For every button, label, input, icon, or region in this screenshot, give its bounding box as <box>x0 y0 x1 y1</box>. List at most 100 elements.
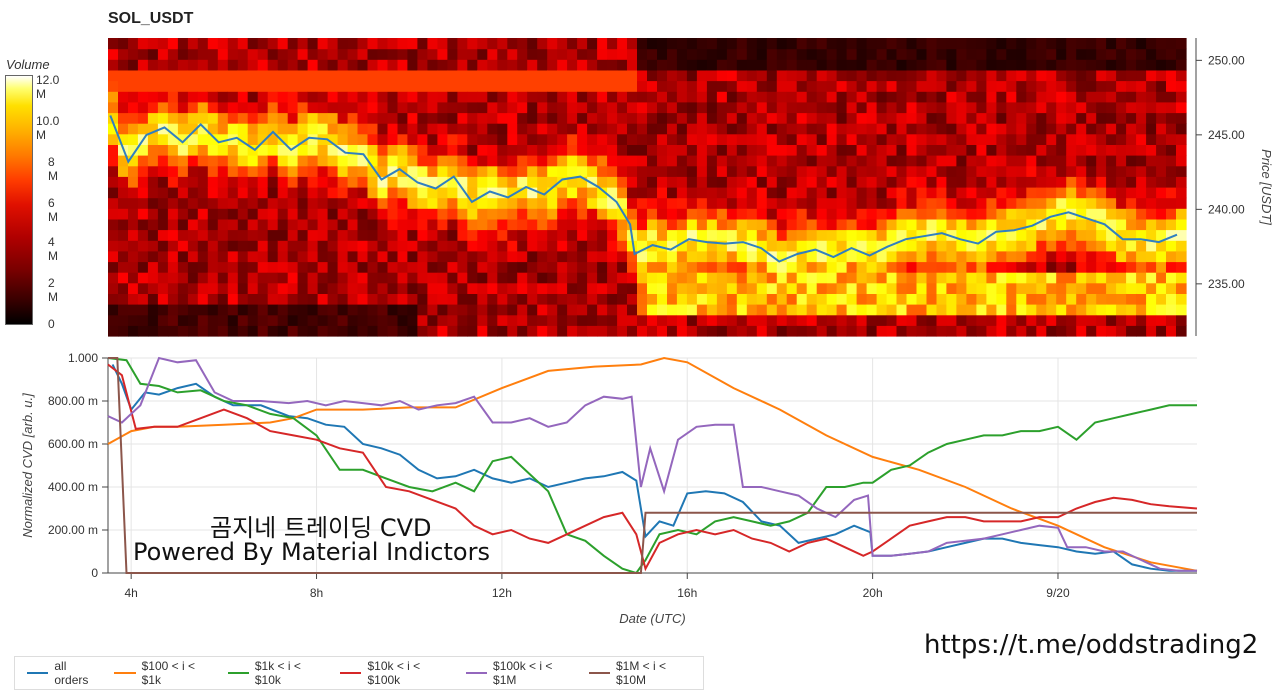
heatmap-cell <box>607 229 618 241</box>
heatmap-cell <box>557 112 568 124</box>
heatmap-cell <box>856 112 868 124</box>
heatmap-cell <box>137 80 149 92</box>
legend-item[interactable]: $1k < i < $10k <box>227 659 329 687</box>
heatmap-cell <box>147 250 159 263</box>
heatmap-cell <box>956 282 967 294</box>
heatmap-cell <box>217 48 229 60</box>
heatmap-cell <box>417 176 428 188</box>
heatmap-cell <box>637 176 648 188</box>
heatmap-cell <box>1126 133 1137 145</box>
heatmap-cell <box>1116 80 1127 92</box>
heatmap-cell <box>1126 80 1137 92</box>
heatmap-cell <box>726 101 738 114</box>
heatmap-cell <box>367 250 379 263</box>
heatmap-cell <box>447 165 458 177</box>
heatmap-cell <box>437 165 448 177</box>
heatmap-cell <box>617 176 628 188</box>
heatmap-cell <box>437 112 448 124</box>
heatmap-cell <box>786 187 798 199</box>
heatmap-cell <box>247 91 259 103</box>
heatmap-cell <box>247 250 259 263</box>
heatmap-cell <box>746 165 758 177</box>
heatmap-cell <box>806 261 818 273</box>
heatmap-cell <box>287 304 299 316</box>
heatmap-cell <box>137 38 149 50</box>
heatmap-cell <box>307 240 319 252</box>
heatmap-cell <box>936 48 948 60</box>
heatmap-cell <box>846 229 858 241</box>
heatmap-cell <box>696 38 708 50</box>
heatmap-cell <box>617 112 628 124</box>
heatmap-cell <box>118 101 129 114</box>
heatmap-cell <box>347 325 359 337</box>
heatmap-cell <box>1086 218 1097 231</box>
heatmap-cell <box>597 155 608 167</box>
heatmap-cell <box>137 282 149 294</box>
heatmap-cell <box>1046 91 1057 103</box>
heatmap-cell <box>187 250 199 263</box>
heatmap-cell <box>607 187 618 199</box>
heatmap-cell <box>637 48 648 60</box>
heatmap-cell <box>647 112 658 124</box>
legend-item[interactable]: all orders <box>27 659 102 687</box>
cvd-series-line <box>107 356 1197 572</box>
heatmap-cell <box>1106 282 1117 294</box>
heatmap-cell <box>1016 144 1027 156</box>
heatmap-cell <box>866 59 878 71</box>
heatmap-cell <box>567 48 578 60</box>
heatmap-cell <box>1166 240 1177 252</box>
heatmap-cell <box>297 144 309 156</box>
heatmap-cell <box>227 59 239 71</box>
heatmap-cell <box>856 48 868 60</box>
heatmap-cell <box>876 229 888 241</box>
heatmap-cell <box>437 144 448 156</box>
heatmap-cell <box>696 304 708 316</box>
heatmap-cell <box>1016 133 1027 145</box>
heatmap-cell <box>1116 165 1127 177</box>
heatmap-cell <box>387 80 399 92</box>
heatmap-cell <box>1156 293 1167 305</box>
heatmap-cell <box>746 197 758 209</box>
heatmap-cell <box>876 208 888 220</box>
heatmap-cell <box>277 176 289 188</box>
heatmap-cell <box>637 59 648 71</box>
heatmap-cell <box>457 218 468 231</box>
heatmap-cell <box>567 261 578 273</box>
heatmap-cell <box>816 187 828 199</box>
heatmap-cell <box>796 133 808 145</box>
heatmap-cell <box>766 80 778 92</box>
heatmap-cell <box>676 112 688 124</box>
heatmap-cell <box>297 187 309 199</box>
legend-item[interactable]: $10k < i < $100k <box>340 659 454 687</box>
heatmap-cell <box>197 218 209 231</box>
heatmap-cell <box>197 123 209 135</box>
legend-item[interactable]: $100 < i < $1k <box>114 659 215 687</box>
heatmap-cell <box>1146 240 1157 252</box>
heatmap-cell <box>676 101 688 114</box>
heatmap-cell <box>517 272 528 284</box>
heatmap-cell <box>327 38 339 50</box>
price-tick-label: 250.00 <box>1208 53 1245 67</box>
heatmap-cell <box>557 304 568 316</box>
legend-item[interactable]: $1M < i < $10M <box>588 659 697 687</box>
heatmap-cell <box>657 293 668 305</box>
heatmap-cell <box>197 282 209 294</box>
heatmap-cell <box>297 123 309 135</box>
legend-item[interactable]: $100k < i < $1M <box>465 659 577 687</box>
heatmap-cell <box>1076 59 1087 71</box>
heatmap-cell <box>676 165 688 177</box>
heatmap-cell <box>177 176 189 188</box>
heatmap-cell <box>1016 59 1027 71</box>
heatmap-cell <box>726 165 738 177</box>
heatmap-cell <box>577 250 588 263</box>
telegram-link[interactable]: https://t.me/oddstrading2 <box>924 630 1259 660</box>
heatmap-cell <box>796 48 808 60</box>
heatmap-cell <box>427 314 438 326</box>
heatmap-cell <box>876 293 888 305</box>
heatmap-cell <box>876 91 888 103</box>
heatmap-cell <box>637 240 648 252</box>
heatmap-cell <box>507 38 518 50</box>
heatmap-cell <box>227 101 239 114</box>
heatmap-cell <box>866 197 878 209</box>
heatmap-cell <box>397 69 409 82</box>
